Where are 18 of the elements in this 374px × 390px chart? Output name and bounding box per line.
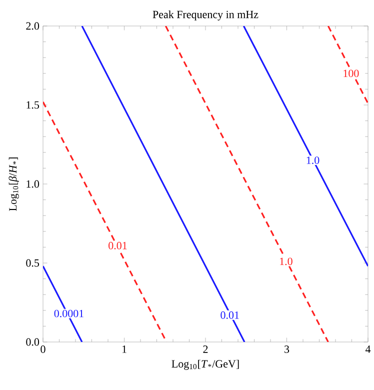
annotation: 0.0001 <box>54 310 84 318</box>
y-tick-label: 0.5 <box>26 259 40 267</box>
x-tick-label: 2 <box>203 346 208 353</box>
annotation: 100 <box>344 70 359 78</box>
y-tick-label: 1.5 <box>26 101 40 109</box>
x-axis-title: Log$_{10}$[T$_{*}$/GeV] <box>172 360 239 370</box>
annotation: 1.0 <box>306 156 320 164</box>
x-tick-label: 1 <box>122 346 126 353</box>
x-tick-label: 0 <box>40 346 46 353</box>
y-tick-label: 2.0 <box>26 22 40 30</box>
x-tick-label: 3 <box>284 346 290 353</box>
annotation: 0.01 <box>108 242 127 250</box>
annotation: 0.01 <box>220 311 239 319</box>
x-tick-label: 4 <box>365 346 371 353</box>
annotation: 1.0 <box>280 258 292 266</box>
chart-title: Peak Frequency in mHz <box>152 10 258 20</box>
y-tick-label: 1.0 <box>26 180 40 188</box>
y-tick-label: 0.0 <box>26 338 40 346</box>
